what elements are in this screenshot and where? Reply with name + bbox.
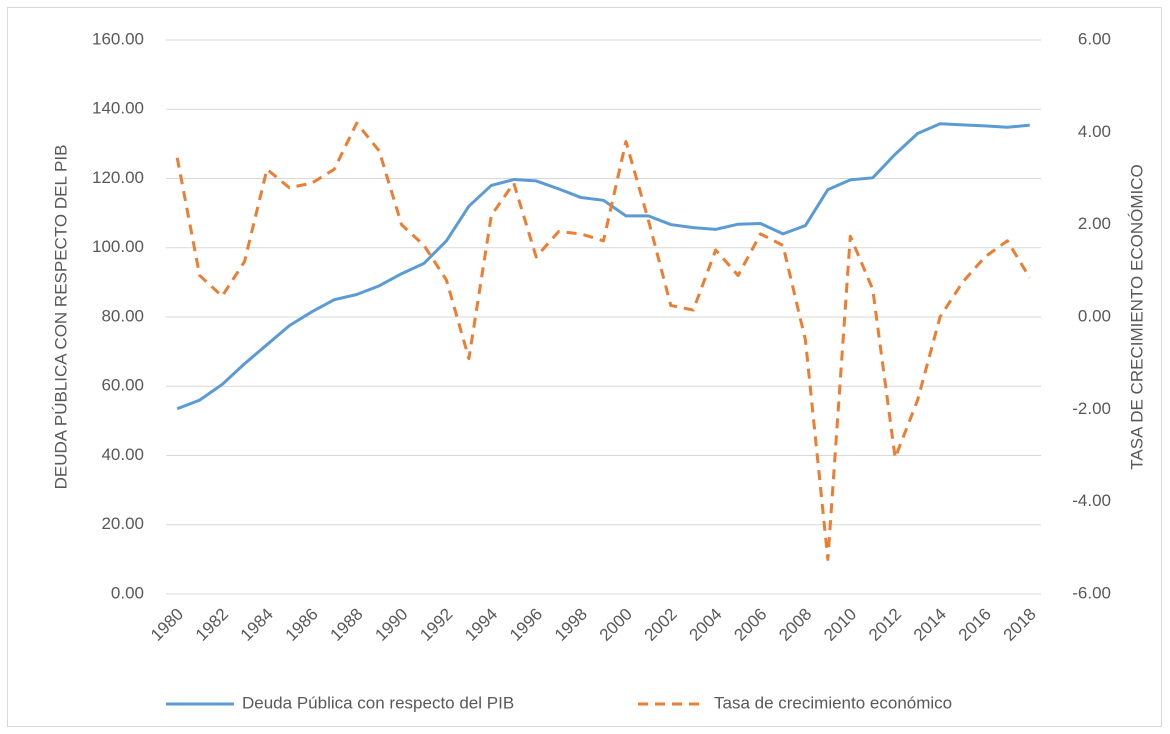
y-tick-label: 100.00 <box>92 237 144 256</box>
y2-axis-title: TASA DE CRECIMIENTO ECONÓMICO <box>1127 164 1146 469</box>
y-tick-label: 40.00 <box>101 445 144 464</box>
legend-label: Deuda Pública con respecto del PIB <box>242 693 514 712</box>
y2-tick-label: 6.00 <box>1078 29 1111 48</box>
chart-border <box>7 7 1162 727</box>
line-series <box>175 121 1032 561</box>
y2-tick-label: 2.00 <box>1078 214 1111 233</box>
y2-tick-label: 4.00 <box>1078 122 1111 141</box>
y-tick-label: 0.00 <box>111 583 144 602</box>
line-series <box>176 122 1030 411</box>
y2-tick-label: -6.00 <box>1072 583 1111 602</box>
y-tick-label: 20.00 <box>101 514 144 533</box>
y-tick-label: 80.00 <box>101 306 144 325</box>
y-axis-title: DEUDA PÚBLICA CON RESPECTO DEL PIB <box>51 145 70 490</box>
y-tick-label: 60.00 <box>101 376 144 395</box>
y2-tick-label: -2.00 <box>1072 399 1111 418</box>
y2-tick-label: 0.00 <box>1078 306 1111 325</box>
legend-label: Tasa de crecimiento económico <box>714 693 952 712</box>
y-tick-label: 120.00 <box>92 168 144 187</box>
y-tick-label: 160.00 <box>92 29 144 48</box>
y2-tick-label: -4.00 <box>1072 491 1111 510</box>
y-tick-label: 140.00 <box>92 99 144 118</box>
